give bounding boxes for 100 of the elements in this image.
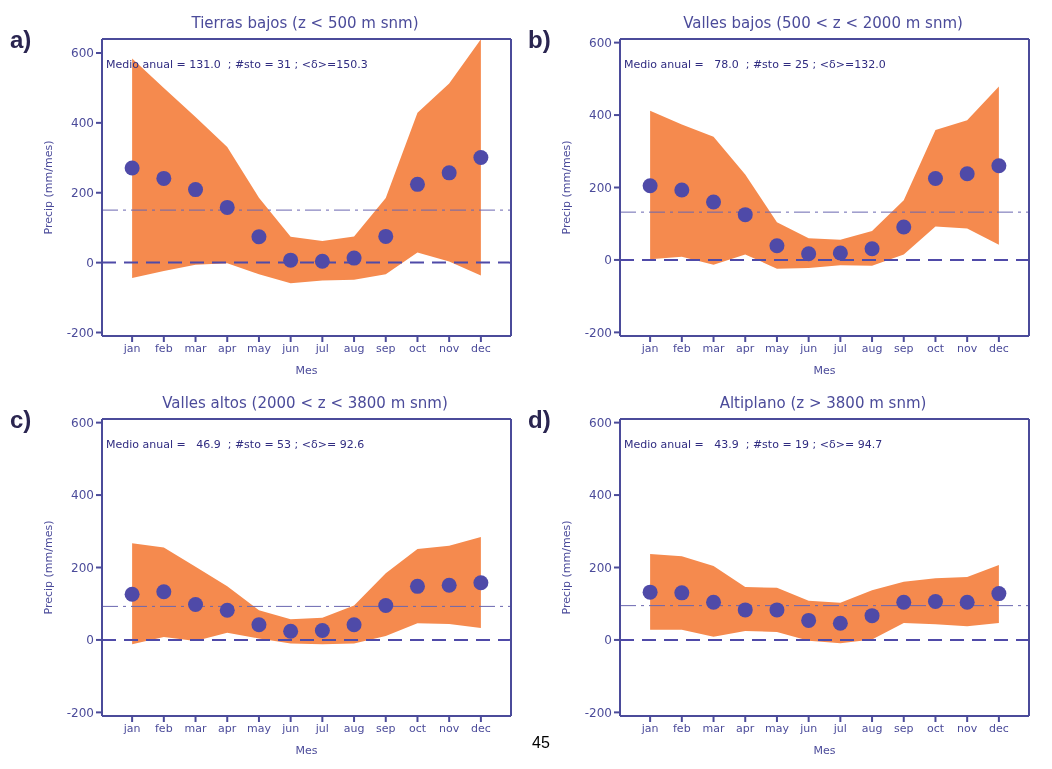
x-tick-label: oct xyxy=(408,341,427,355)
y-tick-label: 0 xyxy=(86,633,94,648)
point xyxy=(219,602,235,618)
x-tick-label: sep xyxy=(376,341,396,355)
x-tick-label: jun xyxy=(281,341,300,355)
x-tick-label: may xyxy=(764,341,790,355)
text: d) xyxy=(528,406,551,434)
x-tick-label: jan xyxy=(122,721,141,735)
text: a) xyxy=(10,26,32,54)
x-tick-label: jun xyxy=(799,341,818,355)
chart-title: Valles altos (2000 < z < 3800 m snm) xyxy=(161,394,449,412)
x-tick-label: sep xyxy=(894,341,914,355)
point xyxy=(832,245,848,261)
x-tick-label: nov xyxy=(957,341,978,355)
y-axis-title: Precip (mm/mes) xyxy=(559,140,573,235)
x-tick-label: may xyxy=(764,721,790,735)
x-tick-label: feb xyxy=(673,341,691,355)
y-tick-label: 0 xyxy=(86,255,94,270)
point xyxy=(864,241,880,257)
point xyxy=(959,594,975,610)
x-tick-label: may xyxy=(246,341,272,355)
point xyxy=(473,575,489,591)
point xyxy=(251,617,267,633)
point xyxy=(706,194,722,210)
point xyxy=(219,199,235,215)
y-axis-title: Precip (mm/mes) xyxy=(41,520,55,615)
chart-title: Tierras bajos (z < 500 m snm) xyxy=(190,14,420,32)
point xyxy=(251,229,267,245)
point xyxy=(769,238,785,254)
point xyxy=(642,584,658,600)
x-tick-label: jan xyxy=(640,721,659,735)
y-tick-label: 0 xyxy=(604,633,612,648)
x-tick-label: apr xyxy=(218,721,237,735)
y-tick-label: -200 xyxy=(66,705,94,720)
point xyxy=(378,598,394,614)
x-tick-label: aug xyxy=(861,721,883,735)
point xyxy=(991,586,1007,602)
x-tick-label: dec xyxy=(470,341,491,355)
point xyxy=(896,594,912,610)
y-tick-label: 400 xyxy=(71,116,94,131)
x-tick-label: oct xyxy=(926,341,945,355)
x-tick-label: sep xyxy=(376,721,396,735)
annotation: Medio anual = 46.9 ; #sto = 53 ; <δ>= 92.6 xyxy=(106,438,365,451)
y-tick-label: 600 xyxy=(71,46,94,61)
y-tick-label: 400 xyxy=(589,108,612,123)
x-tick-label: aug xyxy=(343,721,365,735)
x-tick-label: mar xyxy=(702,721,725,735)
x-tick-label: oct xyxy=(926,721,945,735)
point xyxy=(283,252,299,268)
x-tick-label: jun xyxy=(799,721,818,735)
point xyxy=(409,176,425,192)
x-tick-label: aug xyxy=(343,341,365,355)
point xyxy=(473,149,489,165)
x-tick-label: jul xyxy=(314,341,329,355)
point xyxy=(409,578,425,594)
x-tick-label: jul xyxy=(832,341,847,355)
text: c) xyxy=(10,406,32,434)
x-tick-label: sep xyxy=(894,721,914,735)
point xyxy=(346,617,362,633)
y-tick-label: -200 xyxy=(584,705,612,720)
point xyxy=(314,253,330,269)
point xyxy=(896,219,912,235)
point xyxy=(991,158,1007,174)
x-tick-label: nov xyxy=(439,721,460,735)
point xyxy=(737,602,753,618)
x-tick-label: feb xyxy=(155,341,173,355)
x-tick-label: jun xyxy=(281,721,300,735)
y-tick-label: 0 xyxy=(604,253,612,268)
chart-title: Valles bajos (500 < z < 2000 m snm) xyxy=(682,14,964,32)
y-tick-label: -200 xyxy=(584,325,612,340)
point xyxy=(188,182,204,198)
point xyxy=(959,166,975,182)
point xyxy=(314,623,330,639)
x-tick-label: jul xyxy=(314,721,329,735)
x-tick-label: dec xyxy=(988,721,1009,735)
y-tick-label: 200 xyxy=(589,180,612,195)
y-tick-label: 400 xyxy=(589,488,612,503)
point xyxy=(706,594,722,610)
point xyxy=(124,586,140,602)
x-tick-label: jan xyxy=(122,341,141,355)
x-tick-label: mar xyxy=(184,341,207,355)
x-tick-label: apr xyxy=(736,341,755,355)
x-tick-label: apr xyxy=(736,721,755,735)
annotation: Medio anual = 78.0 ; #sto = 25 ; <δ>=132.0 xyxy=(624,58,886,71)
annotation: Medio anual = 43.9 ; #sto = 19 ; <δ>= 94.7 xyxy=(624,438,883,451)
y-axis-title: Precip (mm/mes) xyxy=(559,520,573,615)
x-axis-title: Mes xyxy=(813,744,836,757)
x-tick-label: feb xyxy=(673,721,691,735)
y-tick-label: -200 xyxy=(66,325,94,340)
y-tick-label: 200 xyxy=(71,560,94,575)
y-tick-label: 600 xyxy=(71,415,94,430)
point xyxy=(378,228,394,244)
chart-title: Altiplano (z > 3800 m snm) xyxy=(718,394,928,412)
x-tick-label: nov xyxy=(439,341,460,355)
x-tick-label: dec xyxy=(470,721,491,735)
point xyxy=(642,178,658,194)
x-tick-label: may xyxy=(246,721,272,735)
point xyxy=(156,584,172,600)
x-axis-title: Mes xyxy=(295,744,318,757)
text: 45 xyxy=(532,734,550,752)
